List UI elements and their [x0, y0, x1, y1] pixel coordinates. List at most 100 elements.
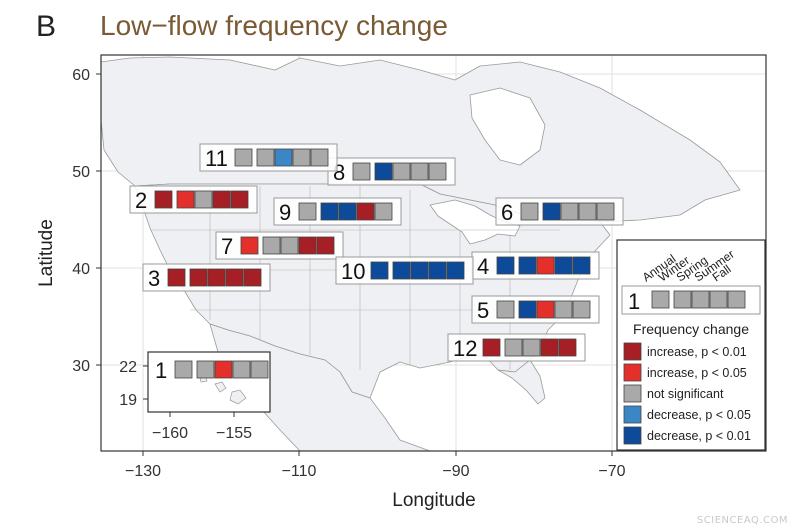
xtick-label: −70 [598, 463, 625, 480]
region-10-summer-cell [428, 261, 447, 280]
region-10-annual-cell [370, 261, 389, 280]
xtick-label: −90 [442, 463, 469, 480]
inset-ytick-label: 22 [119, 359, 137, 376]
x-axis-label: Longitude [392, 490, 475, 511]
x-tick-labels: −130 −110 −90 −70 [125, 463, 626, 480]
region-2-summer-cell [212, 190, 231, 209]
region-5-summer-cell [554, 300, 573, 319]
region-8-annual-cell [352, 162, 371, 181]
region-7-glyph: 7 [215, 231, 344, 260]
region-5-label: 5 [477, 298, 489, 323]
region-2-label: 2 [135, 188, 147, 213]
region-11-fall-cell [310, 148, 329, 167]
region-9-label: 9 [279, 200, 291, 225]
region-12-summer-cell [540, 338, 559, 357]
region-9-spring-cell [338, 202, 357, 221]
legend-example-fall-cell [727, 290, 746, 309]
chart-title: Low−flow frequency change [100, 10, 448, 41]
legend-swatch-dec01 [623, 426, 642, 445]
region-12-winter-cell [504, 338, 523, 357]
legend-label-inc05: increase, p < 0.05 [647, 366, 747, 380]
xtick-label: −130 [125, 463, 161, 480]
legend-swatch-ns [623, 384, 642, 403]
region-3-glyph: 3 [142, 263, 271, 292]
legend-label-dec01: decrease, p < 0.01 [647, 429, 751, 443]
region-10-fall-cell [446, 261, 465, 280]
region-8-winter-cell [374, 162, 393, 181]
region-12-glyph: 12 [447, 333, 586, 362]
region-4-summer-cell [554, 256, 573, 275]
region-9-winter-cell [320, 202, 339, 221]
inset-ticks [143, 365, 235, 417]
xtick-label: −110 [282, 463, 317, 480]
region-3-winter-cell [189, 268, 208, 287]
region-11-label: 11 [205, 146, 228, 171]
region-1-label: 1 [155, 358, 167, 383]
region-4-label: 4 [477, 254, 489, 279]
region-1-spring-cell [214, 360, 233, 379]
region-5-annual-cell [496, 300, 515, 319]
region-12-label: 12 [453, 336, 477, 361]
region-11-spring-cell [274, 148, 293, 167]
legend-label-inc01: increase, p < 0.01 [647, 345, 747, 359]
region-2-winter-cell [176, 190, 195, 209]
inset-ytick-label: 19 [119, 392, 137, 409]
region-9-summer-cell [356, 202, 375, 221]
great-lakes [429, 199, 521, 245]
region-11-summer-cell [292, 148, 311, 167]
region-12-spring-cell [522, 338, 541, 357]
ytick-label: 40 [72, 261, 90, 278]
region-8-fall-cell [428, 162, 447, 181]
region-6-label: 6 [501, 200, 513, 225]
region-11-glyph: 11 [199, 143, 338, 172]
region-3-spring-cell [207, 268, 226, 287]
region-6-winter-cell [542, 202, 561, 221]
legend-entries: increase, p < 0.01 increase, p < 0.05 not … [623, 342, 751, 445]
legend-example-winter-cell [673, 290, 692, 309]
region-3-summer-cell [225, 268, 244, 287]
region-3-label: 3 [148, 266, 160, 291]
region-7-label: 7 [221, 234, 233, 259]
legend-example-label: 1 [628, 289, 640, 314]
region-1-annual-cell [174, 360, 193, 379]
region-6-annual-cell [520, 202, 539, 221]
axis-ticks [96, 73, 613, 456]
region-8-glyph: 8 [327, 157, 456, 186]
region-1-fall-cell [250, 360, 269, 379]
region-2-annual-cell [154, 190, 173, 209]
hudson-bay [469, 87, 546, 166]
region-7-spring-cell [280, 236, 299, 255]
panel-letter: B [36, 10, 57, 43]
legend-example: 1 [621, 285, 761, 315]
region-1-winter-cell [196, 360, 215, 379]
legend-swatch-inc01 [623, 342, 642, 361]
legend-frame [616, 239, 766, 451]
legend-example-spring-cell [691, 290, 710, 309]
region-3-fall-cell [243, 268, 262, 287]
hawaii-islands [199, 376, 247, 405]
region-6-spring-cell [560, 202, 579, 221]
legend-swatch-inc05 [623, 363, 642, 382]
region-9-glyph: 9 [273, 197, 402, 226]
region-7-fall-cell [316, 236, 335, 255]
region-10-label: 10 [341, 259, 365, 284]
region-3-annual-cell [167, 268, 186, 287]
region-1-glyph: 1 [155, 358, 269, 383]
region-9-fall-cell [374, 202, 393, 221]
region-5-winter-cell [518, 300, 537, 319]
ytick-label: 30 [72, 358, 90, 375]
inset-xtick-label: −155 [216, 425, 252, 442]
ytick-label: 60 [72, 67, 90, 84]
watermark: SCIENCEAQ.COM [696, 515, 788, 526]
region-5-spring-cell [536, 300, 555, 319]
region-2-glyph: 2 [129, 185, 258, 214]
region-11-annual-cell [234, 148, 253, 167]
region-2-spring-cell [194, 190, 213, 209]
legend-title: Frequency change [633, 321, 749, 337]
y-axis-label: Latitude [36, 219, 57, 287]
region-4-spring-cell [536, 256, 555, 275]
legend-label-dec05: decrease, p < 0.05 [647, 408, 751, 422]
region-8-spring-cell [392, 162, 411, 181]
legend-label-ns: not significant [647, 387, 724, 401]
